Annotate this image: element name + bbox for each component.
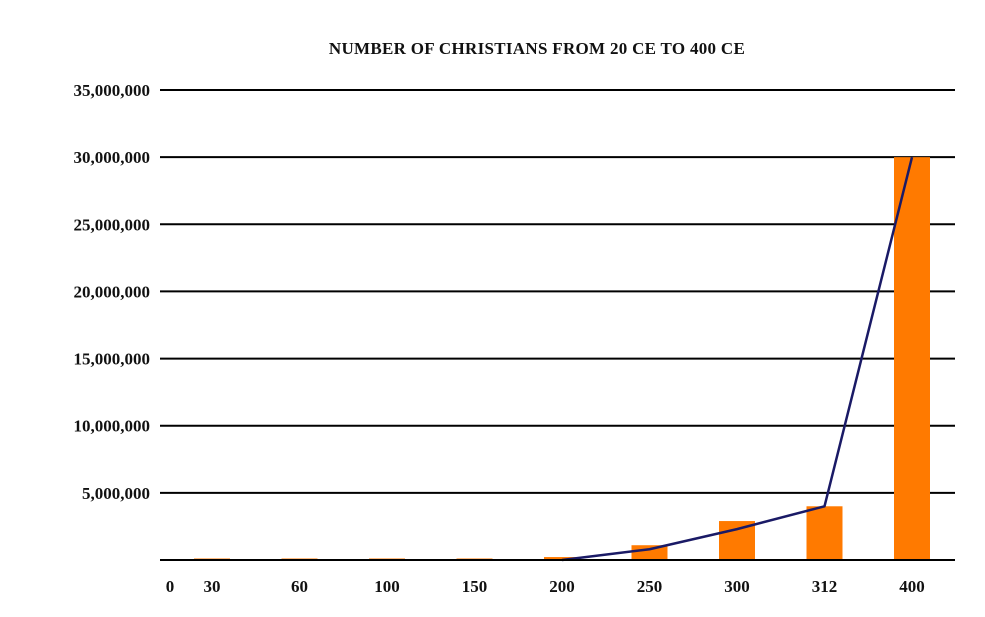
- bar-200: [544, 557, 580, 560]
- x-origin-label: 0: [166, 577, 175, 596]
- x-tick-label: 60: [291, 577, 308, 596]
- bar-400: [894, 157, 930, 560]
- x-tick-label: 250: [637, 577, 663, 596]
- y-tick-label: 30,000,000: [74, 148, 151, 167]
- bar-300: [719, 521, 755, 560]
- bar-250: [631, 545, 668, 560]
- y-tick-label: 35,000,000: [74, 81, 151, 100]
- x-tick-label: 300: [724, 577, 750, 596]
- bar-312: [806, 506, 843, 560]
- x-axis: 0 30 60 100 150 200 250 300 312 400: [166, 577, 925, 596]
- y-tick-label: 10,000,000: [74, 417, 151, 436]
- x-tick-label: 200: [549, 577, 575, 596]
- x-tick-label: 312: [812, 577, 838, 596]
- trend-line: [561, 156, 914, 562]
- y-tick-label: 15,000,000: [74, 350, 151, 369]
- trend-line-group: [561, 156, 914, 562]
- x-tick-label: 150: [462, 577, 488, 596]
- y-axis: 5,000,000 10,000,000 15,000,000 20,000,000 2…: [74, 81, 151, 503]
- bars: [194, 157, 930, 560]
- y-tick-label: 5,000,000: [82, 484, 150, 503]
- x-tick-label: 400: [899, 577, 925, 596]
- x-tick-label: 100: [374, 577, 400, 596]
- y-tick-label: 20,000,000: [74, 282, 151, 301]
- x-tick-label: 30: [204, 577, 221, 596]
- y-tick-label: 25,000,000: [74, 215, 151, 234]
- chart-title: NUMBER OF CHRISTIANS FROM 20 CE TO 400 C…: [329, 39, 745, 58]
- grid-lines: [160, 89, 955, 494]
